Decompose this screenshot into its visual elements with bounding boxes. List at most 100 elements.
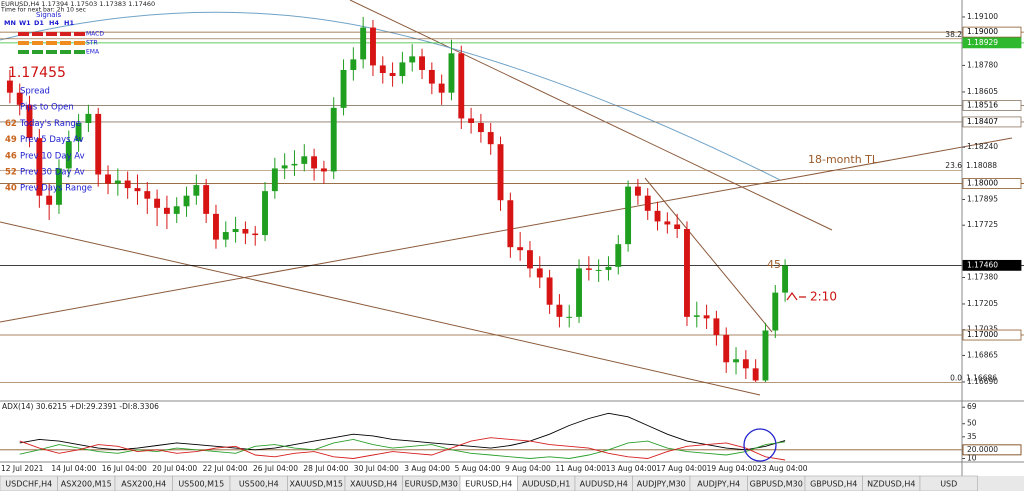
y-tick-label: 1.18780 <box>967 60 998 69</box>
candle-body <box>556 304 563 317</box>
level-label: 20.0000 <box>967 445 998 454</box>
timeframes: MN W1 D1 H4 H1 <box>4 19 74 27</box>
tab-label[interactable]: EURUSD,M30 <box>405 480 458 489</box>
trend-line <box>644 177 773 333</box>
tab-label[interactable]: GBPUSD,H4 <box>810 480 857 489</box>
y-tick-label: 1.18605 <box>967 87 998 96</box>
tab-label[interactable]: GBPUSD,M30 <box>750 480 803 489</box>
candle-body <box>389 73 396 77</box>
trend-line <box>0 221 761 396</box>
y-tick-label: 1.19100 <box>967 12 998 21</box>
timeframe[interactable]: W1 <box>19 19 31 27</box>
candle-body <box>477 122 484 133</box>
info-value: 40 <box>5 184 17 194</box>
tab-label[interactable]: AUDUSD,H4 <box>580 480 628 489</box>
info-label: Prev 5 Days Av <box>20 135 84 145</box>
tab-label[interactable]: US500,M15 <box>178 480 224 489</box>
x-tick-label: 9 Aug 04:00 <box>505 464 551 473</box>
candle-body <box>252 233 259 236</box>
candle-body <box>114 180 121 184</box>
candle-body <box>193 185 200 196</box>
timeframe[interactable]: MN <box>4 19 16 27</box>
tab-label[interactable]: XAUUSD,H4 <box>350 480 398 489</box>
candle-body <box>654 210 661 222</box>
timeframe[interactable]: D1 <box>34 19 44 27</box>
candle-body <box>576 268 582 317</box>
annotation: 1.17455 <box>8 65 66 81</box>
signal-swatch <box>32 50 43 54</box>
signal-swatch <box>60 32 71 36</box>
info-label: Prev 30 Day Av <box>20 168 85 178</box>
tab-label[interactable]: USDCHF,H4 <box>5 480 52 489</box>
candle-body <box>674 224 681 230</box>
tab-label[interactable]: XAUUSD,M15 <box>289 480 343 489</box>
annotation: 45 <box>767 258 781 271</box>
x-tick-label: 23 Aug 04:00 <box>757 464 808 473</box>
candle-body <box>154 198 161 208</box>
signal-swatch <box>60 50 71 54</box>
info-value: 52 <box>5 168 17 178</box>
candle-body <box>536 268 543 278</box>
candle-body <box>507 200 514 248</box>
trend-line <box>349 0 833 231</box>
timeframe[interactable]: H4 <box>49 19 59 27</box>
candle-body <box>448 53 455 93</box>
candle-body <box>16 92 23 105</box>
level-box <box>962 26 1022 38</box>
level-label: 1.18000 <box>967 179 998 188</box>
level-box <box>962 259 1022 271</box>
y-tick-label: 1.17895 <box>967 194 998 203</box>
level-box <box>962 329 1022 341</box>
candle-body <box>36 138 43 196</box>
level-box <box>962 444 1022 456</box>
indicator-label: EMA <box>86 49 100 56</box>
symbol-line: EURUSD,H4 1.17394 1.17503 1.17383 1.1746… <box>1 0 155 8</box>
timeframe[interactable]: H1 <box>64 19 74 27</box>
level-label: 1.17460 <box>967 260 998 269</box>
candle-body <box>625 186 632 245</box>
candle-body <box>379 65 386 74</box>
x-tick-label: 26 Jul 04:00 <box>253 464 298 473</box>
tab-label[interactable]: USD <box>940 480 957 489</box>
moving-average-guide <box>0 11 781 181</box>
signal-swatch <box>46 50 57 54</box>
y-tick-label: 50 <box>967 419 977 428</box>
candle-body <box>585 268 592 270</box>
x-tick-label: 22 Jul 04:00 <box>203 464 248 473</box>
tab-label[interactable]: EURUSD,H4 <box>465 480 512 489</box>
tab[interactable] <box>919 475 978 491</box>
x-tick-label: 19 Aug 04:00 <box>707 464 758 473</box>
candle-body <box>468 118 475 123</box>
candle-body <box>438 83 445 93</box>
indicators: MACD STR EMA <box>18 31 104 56</box>
candle-body <box>517 247 524 251</box>
tab-label[interactable]: AUDJPY,H4 <box>697 480 740 489</box>
y-tick-label: 1.16690 <box>967 377 998 386</box>
tab-label[interactable]: AUDJPY,M30 <box>637 480 686 489</box>
tab-label[interactable]: US500,H4 <box>239 480 279 489</box>
candle-body <box>360 27 367 60</box>
candle-body <box>566 316 573 318</box>
tab-label[interactable]: ASX200,M15 <box>61 480 112 489</box>
candle-body <box>772 292 779 331</box>
candle-body <box>703 315 710 319</box>
signal-swatch <box>46 32 57 36</box>
info-label: Spread <box>20 87 50 97</box>
fib-ratio: 0.0 <box>950 374 962 383</box>
tab-label[interactable]: NZDUSD,H4 <box>867 480 915 489</box>
y-tick-label: 1.17205 <box>967 299 998 308</box>
candle-body <box>56 168 62 205</box>
level-box <box>962 116 1022 128</box>
signal-swatch <box>18 50 29 54</box>
tab-label[interactable]: ASX200,H4 <box>121 480 166 489</box>
x-tick-label: 17 Aug 04:00 <box>656 464 707 473</box>
annotation: 2:10 <box>810 290 837 304</box>
tab-label[interactable]: AUDUSD,H1 <box>522 480 570 489</box>
info-label: Pips to Open <box>20 103 74 113</box>
info-value: 46 <box>5 151 17 161</box>
candle-body <box>281 165 288 169</box>
x-tick-label: 16 Jul 04:00 <box>102 464 147 473</box>
fib-ratio: 38.2 <box>945 30 962 39</box>
signal-swatch <box>18 32 29 36</box>
y-tick-label: 69 <box>967 402 977 411</box>
